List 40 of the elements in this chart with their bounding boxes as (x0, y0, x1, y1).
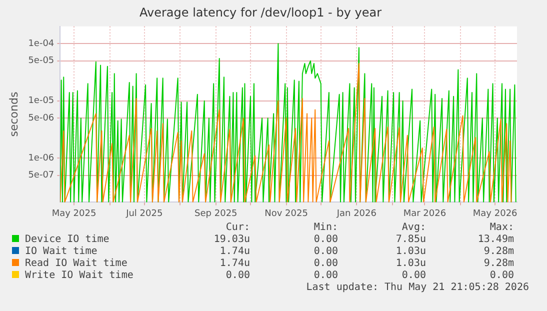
text: Avg: (400, 221, 426, 233)
x-tick-label: Jul 2025 (125, 208, 163, 219)
x-tick-label: Sep 2025 (194, 208, 238, 219)
y-axis-title: seconds (7, 92, 20, 137)
text: 0.00 (400, 269, 426, 281)
text: Max: (488, 221, 514, 233)
y-tick-label: 1e-04 (28, 38, 54, 49)
text: 1.74u (218, 245, 250, 257)
y-tick-label: 5e-05 (28, 56, 54, 66)
legend-label: Device IO time (24, 233, 110, 245)
legend-label: Read IO Wait time (24, 257, 128, 269)
x-tick-label: Jan 2026 (336, 208, 377, 219)
text: 1.03u (394, 245, 426, 257)
text: Last update: Thu May 21 21:05:28 2026 (306, 282, 529, 293)
legend-label: IO Wait time (24, 245, 98, 257)
text: Min: (312, 221, 338, 233)
x-tick-label: Nov 2025 (264, 208, 308, 219)
x-tick-label: Mar 2026 (403, 208, 446, 219)
y-tick-label: 5e-07 (28, 170, 54, 181)
y-tick-label: 1e-06 (28, 153, 54, 164)
text: 0.00 (488, 269, 514, 281)
text: 1.74u (218, 257, 250, 269)
text: 0.00 (312, 257, 338, 269)
text: 9.28m (482, 257, 514, 269)
x-tick-label: May 2026 (472, 208, 518, 219)
text: 1.03u (394, 257, 426, 269)
y-tick-label: 1e-05 (28, 96, 54, 106)
text: 0.00 (224, 269, 250, 281)
text: Cur: (224, 221, 250, 233)
text: 19.03u (212, 233, 250, 245)
x-tick-label: May 2025 (52, 208, 96, 219)
y-tick-label: 5e-06 (28, 113, 54, 124)
chart-title: Average latency for /dev/loop1 - by year (139, 5, 382, 20)
text: 13.49m (476, 233, 514, 245)
text: 0.00 (312, 269, 338, 281)
text: 0.00 (312, 233, 338, 245)
text: 0.00 (312, 245, 338, 257)
text: 7.85u (394, 233, 426, 245)
legend-label: Write IO Wait time (24, 269, 134, 281)
text: 9.28m (482, 245, 514, 257)
